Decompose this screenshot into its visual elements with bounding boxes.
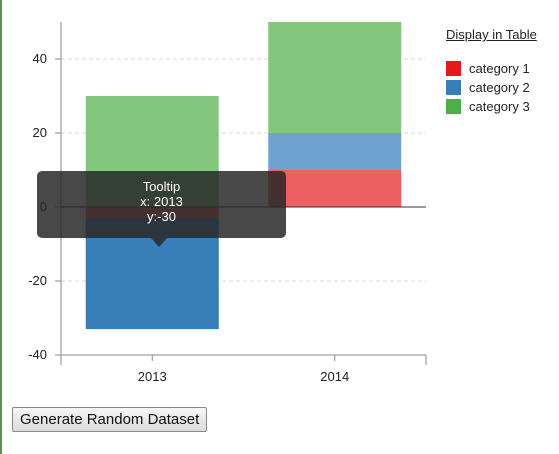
- legend: category 1 category 2 category 3: [446, 59, 530, 116]
- y-tick-label: -40: [28, 347, 47, 362]
- page-left-border: [0, 0, 2, 454]
- bar-2014-category-2: [268, 133, 402, 170]
- generate-random-dataset-button[interactable]: Generate Random Dataset: [12, 407, 208, 432]
- legend-swatch: [446, 61, 461, 76]
- tooltip: Tooltip x: 2013 y:-30: [37, 171, 286, 238]
- legend-swatch: [446, 80, 461, 95]
- x-tick-label: 2014: [320, 369, 349, 384]
- legend-label: category 2: [469, 80, 530, 95]
- legend-label: category 3: [469, 99, 530, 114]
- x-tick-label: 2013: [138, 369, 167, 384]
- tooltip-y: y:-30: [147, 209, 176, 224]
- tooltip-arrow: [151, 238, 167, 247]
- y-tick-label: 40: [33, 51, 47, 66]
- y-tick-label: 20: [33, 125, 47, 140]
- tooltip-title: Tooltip: [142, 179, 181, 194]
- legend-item-category-1[interactable]: category 1: [446, 59, 530, 78]
- y-tick-label: -20: [28, 273, 47, 288]
- legend-label: category 1: [469, 61, 530, 76]
- display-in-table-link[interactable]: Display in Table: [446, 27, 537, 42]
- tooltip-x: x: 2013: [140, 194, 183, 209]
- legend-item-category-3[interactable]: category 3: [446, 97, 530, 116]
- legend-item-category-2[interactable]: category 2: [446, 78, 530, 97]
- bar-2014-category-3: [268, 22, 402, 133]
- legend-swatch: [446, 99, 461, 114]
- bar-2014-category-1: [268, 170, 402, 207]
